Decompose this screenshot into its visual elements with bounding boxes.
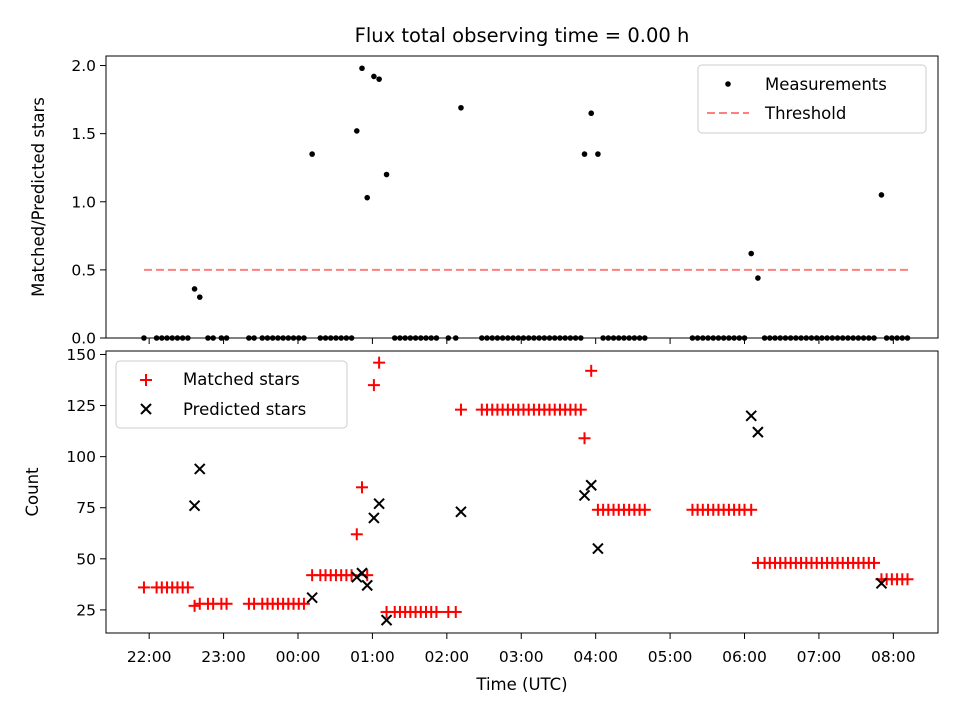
bottom-legend: Matched stars Predicted stars xyxy=(115,360,348,429)
matched-star-point xyxy=(901,573,914,586)
predicted-star-point xyxy=(578,489,591,502)
bottom-y-axis-label: Count xyxy=(23,467,42,517)
bottom-y-tick-label: 50 xyxy=(76,550,96,568)
measurement-point xyxy=(191,286,198,292)
x-tick-label: 01:00 xyxy=(350,648,395,666)
matched-star-point xyxy=(574,403,587,416)
top-x-axis-ticks xyxy=(148,338,894,344)
measurement-point xyxy=(748,250,755,257)
predicted-star-point xyxy=(361,579,373,592)
legend-matched-marker xyxy=(140,374,152,386)
matched-star-point xyxy=(454,403,467,416)
bottom-axes-frame xyxy=(105,350,939,634)
matched-star-point xyxy=(137,581,150,594)
measurement-point xyxy=(383,171,390,178)
matched-star-point xyxy=(449,605,462,618)
x-tick-label: 04:00 xyxy=(573,648,618,666)
predicted-star-point xyxy=(368,512,380,524)
matched-star-point xyxy=(297,597,310,610)
matched-star-point xyxy=(868,556,880,569)
matched-star-point xyxy=(356,481,368,494)
top-y-tick-label: 0.0 xyxy=(71,330,96,348)
predicted-star-point xyxy=(188,499,201,512)
x-tick-label: 03:00 xyxy=(499,648,544,666)
matched-star-point xyxy=(220,597,233,610)
bottom-y-tick-label: 125 xyxy=(66,397,96,415)
top-y-tick-label: 0.5 xyxy=(71,261,96,279)
top-legend: Measurements Threshold xyxy=(697,64,927,134)
x-tick-label: 23:00 xyxy=(201,648,246,666)
measurement-point xyxy=(588,110,595,117)
matched-star-point xyxy=(585,364,598,377)
measurement-point xyxy=(458,104,464,111)
predicted-star-point xyxy=(356,567,368,579)
measurement-point xyxy=(595,151,601,157)
matched-star-point xyxy=(745,503,758,516)
matched-star-point xyxy=(430,605,443,618)
bottom-y-tick-label: 150 xyxy=(66,346,96,364)
predicted-star-point xyxy=(380,614,393,626)
x-tick-label: 22:00 xyxy=(127,648,172,666)
bottom-y-tick-label: 100 xyxy=(66,448,96,466)
top-y-tick-label: 1.5 xyxy=(71,125,96,143)
bottom-legend-frame xyxy=(115,360,348,429)
top-y-tick-label: 2.0 xyxy=(71,57,96,75)
matched-star-point xyxy=(578,432,591,445)
bottom-y-tick-label: 25 xyxy=(76,601,96,619)
x-axis-label: Time (UTC) xyxy=(475,675,567,694)
measurement-point xyxy=(353,128,360,134)
top-y-axis: 0.0 0.5 1.0 1.5 2.0 xyxy=(71,57,106,348)
predicted-star-point xyxy=(752,426,764,438)
matched-star-point xyxy=(350,528,363,541)
predicted-star-point xyxy=(194,463,206,475)
top-subplot: 0.00.51.01.52.0 Matched/Predicted stars … xyxy=(29,55,939,348)
measurement-point xyxy=(309,151,315,157)
legend-measurements-marker xyxy=(725,81,731,87)
matched-star-point xyxy=(373,356,386,369)
measurement-point xyxy=(371,73,377,80)
x-tick-label: 07:00 xyxy=(797,648,842,666)
matched-star-point xyxy=(638,503,651,516)
bottom-y-tick-label: 75 xyxy=(76,499,96,517)
x-tick-label: 00:00 xyxy=(276,648,321,666)
measurement-point xyxy=(755,275,761,281)
matched-star-point xyxy=(188,599,201,612)
measurement-point xyxy=(581,151,588,157)
x-axis: 22:00 23:00 00:00 01:00 02:00 03:00 04:00 05:00… xyxy=(127,633,916,666)
legend-predicted-marker xyxy=(140,403,152,415)
x-tick-label: 05:00 xyxy=(648,648,693,666)
measurement-point xyxy=(359,65,365,72)
predicted-star-point xyxy=(592,542,604,555)
measurement-point xyxy=(878,192,885,198)
predicted-star-point xyxy=(745,410,757,422)
top-y-tick-label: 1.0 xyxy=(71,193,96,211)
predicted-star-point xyxy=(875,577,888,590)
x-tick-label: 08:00 xyxy=(871,648,916,666)
legend-threshold-label: Threshold xyxy=(764,104,846,123)
predicted-star-point xyxy=(455,506,467,518)
measurement-point xyxy=(196,294,203,300)
matched-star-point xyxy=(181,581,194,594)
predicted-star-point xyxy=(585,479,597,491)
bottom-y-axis: 25 50 75 100 125 150 xyxy=(66,346,106,619)
top-legend-frame xyxy=(697,64,927,134)
bottom-plot-content xyxy=(137,356,914,626)
top-y-axis-label: Matched/Predicted stars xyxy=(29,97,48,297)
matched-star-point xyxy=(367,379,380,392)
legend-matched-label: Matched stars xyxy=(183,370,300,389)
predicted-star-point xyxy=(306,591,318,604)
measurement-point xyxy=(376,76,382,82)
x-tick-label: 02:00 xyxy=(425,648,470,666)
predicted-star-point xyxy=(373,497,385,510)
x-tick-label: 06:00 xyxy=(722,648,767,666)
chart-title: Flux total observing time = 0.00 h xyxy=(355,24,690,47)
measurement-point xyxy=(364,194,371,201)
bottom-subplot: 25 50 75 100 125 150 22:00 23:00 00:00 01:00 02:0… xyxy=(23,346,939,694)
legend-predicted-label: Predicted stars xyxy=(183,400,306,419)
top-axes-frame xyxy=(105,55,939,339)
legend-measurements-label: Measurements xyxy=(765,75,887,94)
